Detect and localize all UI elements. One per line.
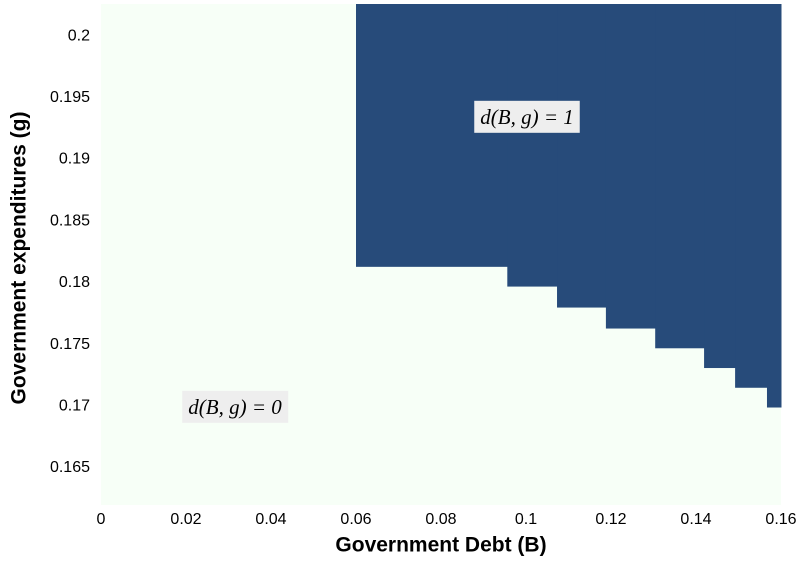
x-tick-label: 0.12: [595, 511, 626, 528]
region-step: [766, 4, 782, 408]
x-tick-label: 0.14: [680, 511, 711, 528]
region-step: [704, 4, 736, 369]
y-tick-label: 0.2: [68, 27, 90, 44]
region-step: [735, 4, 768, 388]
y-tick-label: 0.175: [50, 336, 90, 353]
x-tick-label: 0.08: [425, 511, 456, 528]
region-step: [356, 4, 508, 267]
y-tick-label: 0.18: [59, 274, 90, 291]
x-axis-label: Government Debt (B): [335, 534, 546, 557]
annotation: d(B, g) = 0: [182, 390, 289, 423]
x-tick-label: 0.02: [170, 511, 201, 528]
annotation-text: d(B, g) = 0: [188, 395, 282, 419]
x-tick-label: 0.1: [515, 511, 537, 528]
y-tick-label: 0.185: [50, 212, 90, 229]
y-axis-label: Government expenditures (g): [8, 112, 31, 405]
y-tick-label: 0.17: [59, 397, 90, 414]
annotation-box: [182, 390, 289, 423]
x-tick-label: 0: [97, 511, 106, 528]
y-tick-label: 0.195: [50, 89, 90, 106]
region-step: [557, 4, 607, 308]
region-step: [507, 4, 558, 287]
x-tick-label: 0.04: [255, 511, 286, 528]
x-tick-label: 0.06: [340, 511, 371, 528]
region-step: [605, 4, 656, 329]
region-step: [655, 4, 705, 349]
y-tick-label: 0.19: [59, 151, 90, 168]
annotation: d(B, g) = 1: [474, 100, 580, 133]
x-tick-label: 0.16: [765, 511, 796, 528]
annotation-text: d(B, g) = 1: [480, 105, 574, 129]
y-tick-label: 0.165: [50, 459, 90, 476]
annotation-box: [474, 100, 580, 133]
